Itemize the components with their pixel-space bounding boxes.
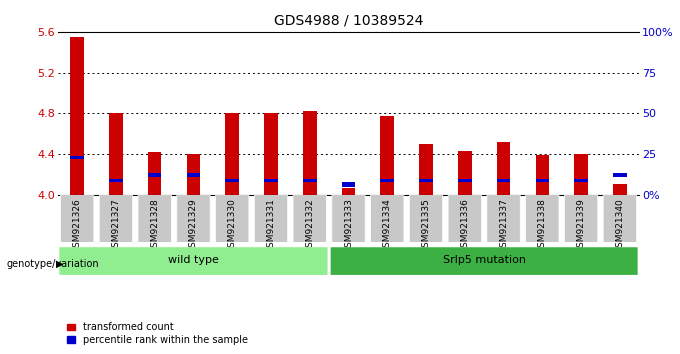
Bar [381, 179, 394, 182]
Text: GSM921331: GSM921331 [267, 199, 275, 253]
Bar [458, 179, 471, 182]
Bar [187, 154, 200, 195]
Bar [265, 179, 277, 182]
Text: GSM921336: GSM921336 [460, 199, 469, 253]
Bar [342, 183, 355, 187]
FancyBboxPatch shape [293, 195, 326, 243]
Text: GSM921340: GSM921340 [615, 199, 624, 253]
Bar [536, 155, 549, 195]
Bar [381, 116, 394, 195]
Text: GSM921326: GSM921326 [73, 199, 82, 253]
FancyBboxPatch shape [61, 195, 94, 243]
Bar [148, 173, 161, 177]
Text: genotype/variation: genotype/variation [7, 259, 99, 269]
FancyBboxPatch shape [564, 195, 598, 243]
Text: GSM921338: GSM921338 [538, 199, 547, 253]
Bar [226, 179, 239, 182]
Text: GSM921332: GSM921332 [305, 199, 314, 253]
Bar [420, 144, 432, 195]
Title: GDS4988 / 10389524: GDS4988 / 10389524 [274, 14, 423, 28]
FancyBboxPatch shape [138, 195, 171, 243]
Text: GSM921329: GSM921329 [189, 199, 198, 253]
Bar [497, 179, 510, 182]
FancyBboxPatch shape [371, 195, 404, 243]
FancyBboxPatch shape [487, 195, 520, 243]
FancyBboxPatch shape [409, 195, 443, 243]
FancyBboxPatch shape [332, 195, 365, 243]
Bar [109, 179, 122, 182]
Text: Srlp5 mutation: Srlp5 mutation [443, 256, 526, 266]
Bar [342, 188, 355, 195]
Text: GSM921333: GSM921333 [344, 199, 353, 253]
FancyBboxPatch shape [177, 195, 210, 243]
FancyBboxPatch shape [603, 195, 636, 243]
Bar [226, 113, 239, 195]
FancyBboxPatch shape [448, 195, 481, 243]
Text: GSM921334: GSM921334 [383, 199, 392, 253]
Bar [265, 113, 277, 195]
Text: ▶: ▶ [56, 259, 63, 269]
Bar [148, 152, 161, 195]
Text: GSM921328: GSM921328 [150, 199, 159, 253]
FancyBboxPatch shape [526, 195, 559, 243]
FancyBboxPatch shape [99, 195, 133, 243]
Bar [613, 173, 626, 177]
Bar [458, 151, 471, 195]
Bar [187, 173, 200, 177]
Text: wild type: wild type [168, 256, 219, 266]
Text: GSM921327: GSM921327 [112, 199, 120, 253]
Bar [303, 179, 316, 182]
Text: GSM921335: GSM921335 [422, 199, 430, 253]
FancyBboxPatch shape [254, 195, 288, 243]
Bar [109, 113, 122, 195]
Text: GSM921337: GSM921337 [499, 199, 508, 253]
Legend: transformed count, percentile rank within the sample: transformed count, percentile rank withi… [63, 319, 252, 349]
FancyBboxPatch shape [216, 195, 249, 243]
Bar [613, 183, 626, 195]
Text: GSM921339: GSM921339 [577, 199, 585, 253]
Text: GSM921330: GSM921330 [228, 199, 237, 253]
Bar [575, 154, 588, 195]
Bar [536, 179, 549, 182]
FancyBboxPatch shape [330, 247, 638, 275]
Bar [303, 111, 316, 195]
Bar [420, 179, 432, 182]
FancyBboxPatch shape [59, 247, 328, 275]
Bar [497, 142, 510, 195]
Bar [71, 156, 84, 159]
Bar [71, 37, 84, 195]
Bar [575, 179, 588, 182]
